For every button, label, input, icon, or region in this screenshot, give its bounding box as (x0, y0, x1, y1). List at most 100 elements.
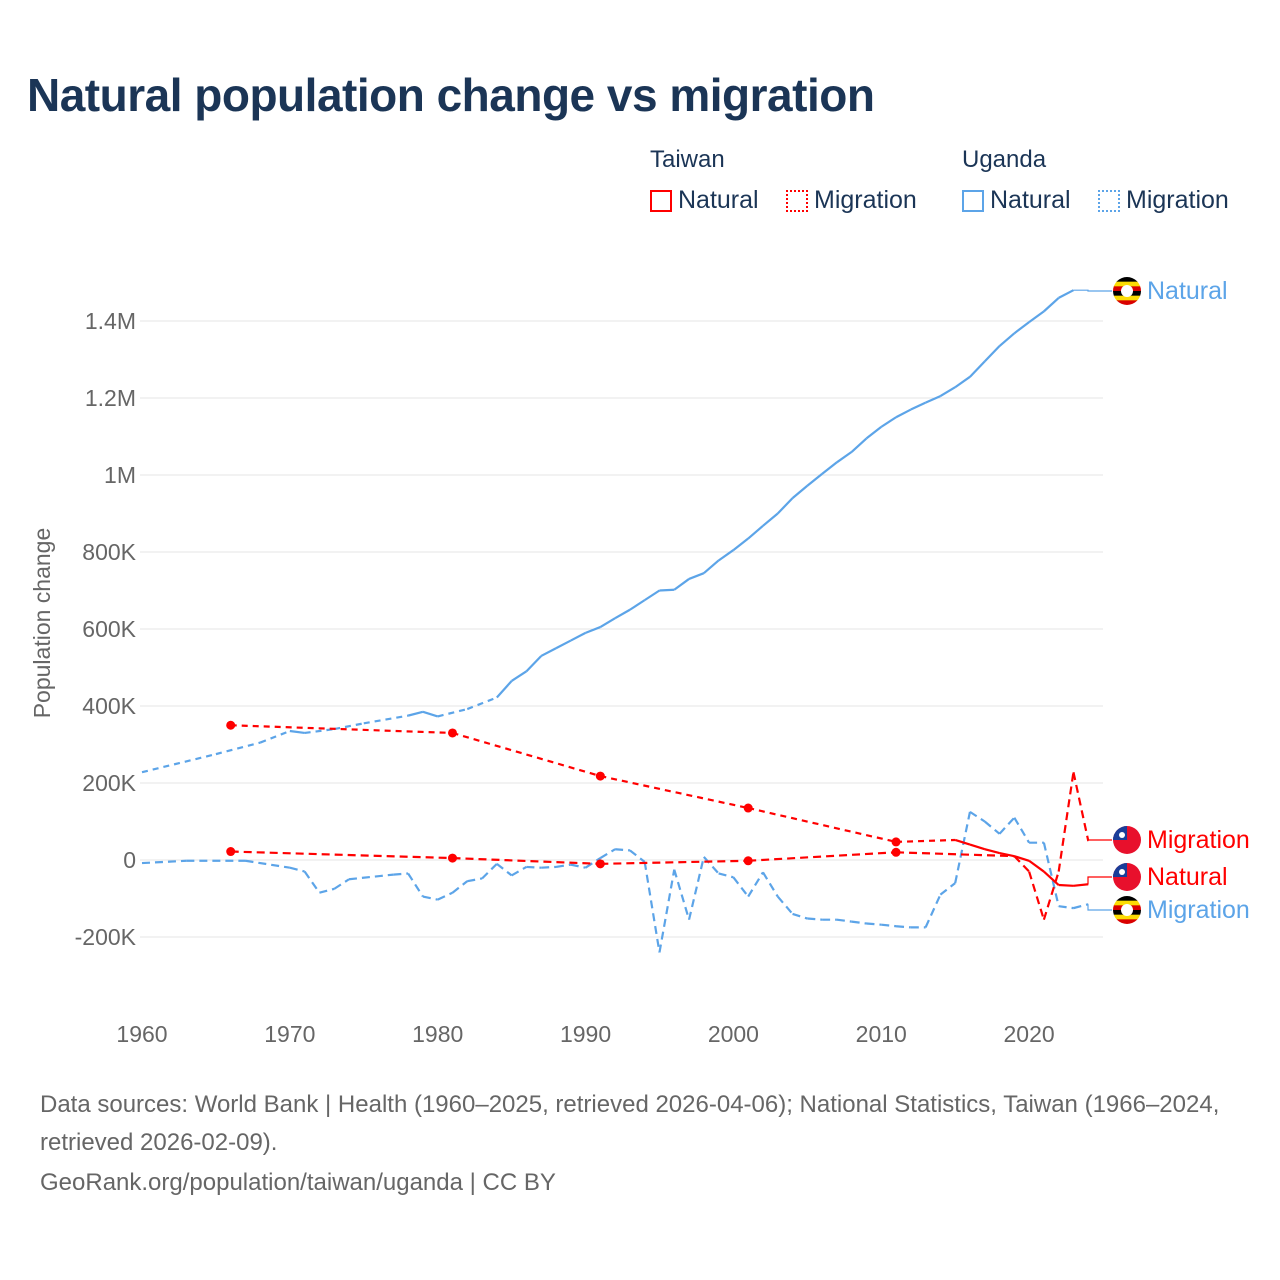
series-segment (481, 863, 498, 880)
x-tick-label: 1960 (116, 1021, 167, 1047)
series-segment (807, 917, 823, 921)
series-segment (910, 401, 927, 411)
series-segment (466, 696, 498, 711)
solid-swatch-icon (962, 189, 984, 212)
y-tick-label: 1.4M (85, 308, 136, 334)
x-tick-label: 2020 (1004, 1021, 1055, 1047)
series-segment (1042, 842, 1060, 907)
series-segment (865, 426, 882, 440)
series-segment (732, 537, 749, 551)
page-title: Natural population change vs migration (27, 69, 875, 121)
series-segment (806, 472, 823, 487)
series-segment (939, 386, 956, 398)
series-segment (215, 741, 261, 756)
series-segment (821, 461, 838, 475)
series-segment (141, 753, 217, 774)
series-segment (718, 872, 734, 879)
series-segment (407, 872, 424, 898)
data-point (447, 853, 457, 863)
series-segment (363, 714, 409, 725)
series-segment (748, 851, 897, 862)
series-segment (407, 710, 424, 717)
series-segment (333, 878, 350, 890)
x-tick-label: 1990 (560, 1021, 611, 1047)
series-segment (762, 871, 779, 898)
series-segment (615, 848, 630, 852)
series-segment (1013, 817, 1031, 844)
series-segment (703, 559, 720, 575)
series-segment (393, 872, 409, 876)
series-segment (319, 887, 335, 894)
series-segment (1013, 855, 1030, 873)
series-segment (895, 408, 912, 419)
series-segment (245, 859, 291, 869)
data-point (891, 837, 901, 847)
taiwan-flag-icon (1113, 863, 1141, 891)
series-segment (422, 710, 439, 718)
y-tick-label: -200K (75, 924, 137, 950)
series-segment (747, 871, 764, 898)
series-segment (555, 863, 571, 869)
series-segment (452, 731, 601, 778)
label-connector (1073, 289, 1112, 292)
series-segment (511, 670, 528, 682)
series-segment (525, 655, 542, 673)
series-segment (467, 877, 483, 883)
series-segment (776, 895, 794, 915)
series-segment (984, 820, 1001, 835)
dotted-swatch-icon (1098, 189, 1120, 212)
series-segment (1043, 297, 1060, 313)
series-segment (437, 708, 468, 718)
series-segment (451, 880, 468, 894)
series-segment (304, 728, 335, 735)
series-segment (969, 810, 986, 823)
series-segment (1058, 905, 1074, 910)
series-segment (762, 512, 779, 527)
data-point (743, 803, 753, 813)
series-segment (836, 451, 853, 464)
series-segment (540, 647, 557, 657)
legend-uganda-natural[interactable]: Natural (962, 186, 1071, 215)
series-segment (1028, 310, 1045, 324)
legend-label: Natural (678, 186, 759, 214)
series-segment (673, 869, 691, 920)
series-segment (541, 865, 557, 869)
label-connector (1087, 903, 1112, 911)
series-segment (1058, 289, 1074, 299)
series-segment (526, 865, 542, 869)
data-point (226, 847, 236, 857)
taiwan-flag-icon (1113, 826, 1141, 854)
series-segment (659, 588, 675, 592)
series-segment (895, 925, 911, 929)
series-segment (1058, 883, 1074, 887)
series-segment (658, 869, 676, 953)
series-segment (999, 851, 1015, 858)
series-segment (599, 848, 616, 860)
series-segment (614, 608, 631, 620)
series-segment (585, 626, 601, 634)
legend-taiwan-migration[interactable]: Migration (786, 186, 917, 215)
series-segment (600, 859, 749, 865)
series-segment (792, 912, 808, 920)
series-label: Migration (1147, 826, 1250, 854)
series-segment (600, 774, 749, 810)
data-point (595, 771, 605, 781)
x-tick-label: 2010 (856, 1021, 907, 1047)
y-tick-label: 0 (123, 847, 136, 873)
series-segment (1028, 859, 1045, 873)
series-segment (954, 375, 971, 389)
series-segment (584, 857, 601, 869)
y-tick-label: 800K (82, 539, 136, 565)
x-tick-label: 2000 (708, 1021, 759, 1047)
footer-credit[interactable]: GeoRank.org/population/taiwan/uganda | C… (40, 1169, 556, 1196)
legend-uganda-migration[interactable]: Migration (1098, 186, 1229, 215)
series-segment (289, 729, 305, 735)
series-segment (851, 920, 867, 925)
series-segment (643, 861, 661, 953)
series-segment (984, 848, 1000, 855)
series-segment (688, 572, 705, 580)
series-segment (939, 882, 956, 896)
series-segment (141, 859, 187, 865)
legend-taiwan-natural[interactable]: Natural (650, 186, 759, 215)
